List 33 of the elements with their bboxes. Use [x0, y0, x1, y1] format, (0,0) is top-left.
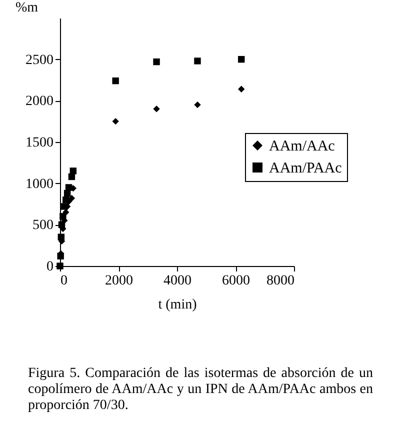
point	[112, 118, 119, 125]
point	[58, 221, 66, 228]
point	[62, 196, 70, 204]
y-axis-title: %m	[16, 0, 38, 16]
point	[65, 184, 72, 191]
point	[57, 252, 64, 260]
legend-label: AAm/AAc	[269, 138, 336, 154]
legend-label: AAm/PAAc	[269, 160, 342, 176]
x-tick-label: 4000	[164, 274, 192, 288]
point	[153, 106, 160, 112]
point	[60, 213, 66, 220]
x-tick-label: 6000	[222, 274, 250, 288]
y-tick-label: 2000	[26, 94, 54, 110]
y-tick-label: 0	[46, 260, 54, 274]
y-tick-label: 1500	[26, 136, 54, 150]
x-tick-label: 8000	[266, 274, 294, 288]
point	[238, 86, 245, 92]
point	[153, 58, 160, 66]
x-tick-label: 0	[60, 274, 68, 288]
text: Figura 5. Comparación de las isotermas de absorción de un copolímero de AAm/AAc y un IPN de AAm/PAAc ambos en proporción 70/30.	[28, 366, 373, 414]
y-tick-label: 2500	[26, 52, 54, 68]
y-tick-label: 1000	[26, 176, 54, 192]
point	[194, 58, 201, 64]
x-tick-label: 2000	[105, 274, 133, 288]
point	[194, 101, 201, 108]
point	[238, 56, 245, 63]
y-tick-label: 500	[32, 218, 54, 234]
x-axis-title: t (min)	[158, 298, 198, 312]
point	[68, 194, 76, 202]
point	[58, 234, 65, 240]
point	[61, 203, 68, 210]
point	[70, 168, 77, 174]
point	[112, 77, 119, 84]
